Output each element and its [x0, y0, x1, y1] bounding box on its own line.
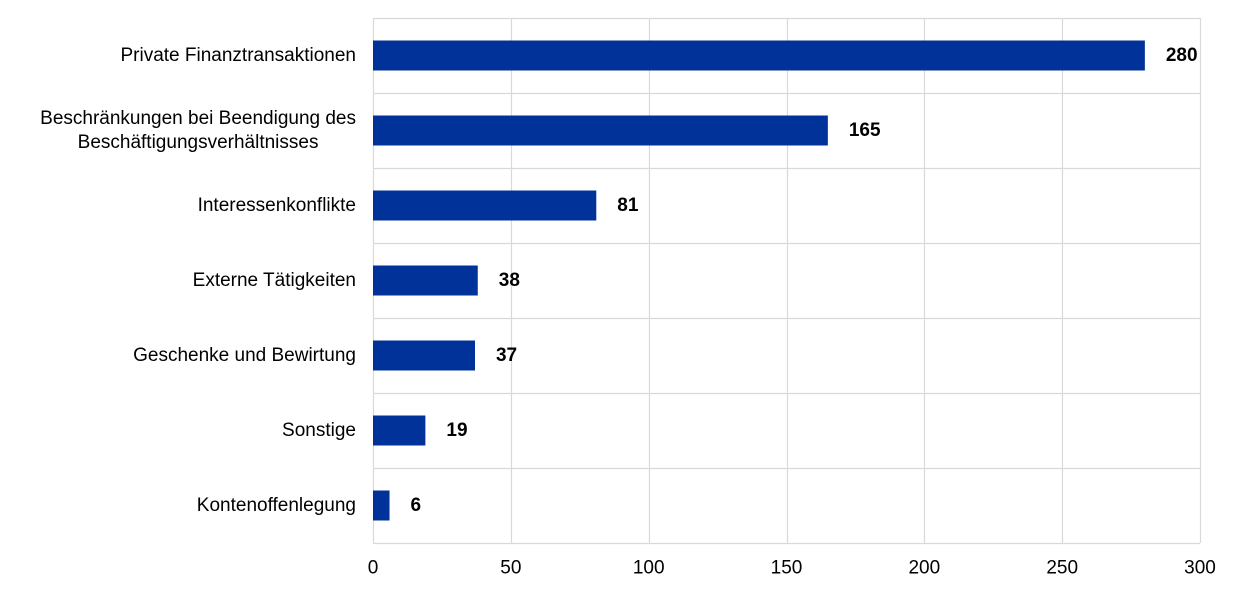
gridlines [372, 17, 1202, 545]
category-label: Beschäftigungsverhältnisses [78, 132, 319, 153]
x-tick-label: 300 [1184, 558, 1216, 579]
bar [373, 40, 1145, 71]
bars [373, 40, 1145, 521]
data-label: 19 [446, 420, 467, 441]
data-label: 81 [617, 195, 639, 216]
x-tick-label: 150 [771, 558, 803, 579]
data-labels: 280 165 81 38 37 19 6 [411, 45, 1198, 516]
data-label: 37 [496, 345, 517, 366]
data-label: 38 [499, 270, 520, 291]
category-labels: Private Finanztransaktionen Beschränkunge… [40, 45, 356, 516]
category-label: Sonstige [282, 420, 356, 441]
category-label: Private Finanztransaktionen [120, 45, 356, 66]
x-tick-label: 0 [368, 558, 379, 579]
data-label: 165 [849, 120, 881, 141]
bar [373, 340, 475, 371]
category-label: Kontenoffenlegung [197, 495, 356, 516]
bar [373, 265, 478, 296]
category-label: Beschränkungen bei Beendigung des [40, 108, 356, 129]
data-label: 280 [1166, 45, 1198, 66]
x-axis-ticks: 0 50 100 150 200 250 300 [368, 558, 1216, 579]
bar [373, 490, 390, 521]
bar [373, 190, 597, 221]
category-label: Externe Tätigkeiten [193, 270, 356, 291]
category-label: Geschenke und Bewirtung [133, 345, 356, 366]
x-tick-label: 250 [1046, 558, 1078, 579]
category-label: Interessenkonflikte [198, 195, 356, 216]
data-label: 6 [411, 495, 422, 516]
x-tick-label: 50 [500, 558, 521, 579]
x-tick-label: 100 [633, 558, 665, 579]
bar [373, 115, 828, 146]
bar [373, 415, 426, 446]
x-tick-label: 200 [908, 558, 940, 579]
